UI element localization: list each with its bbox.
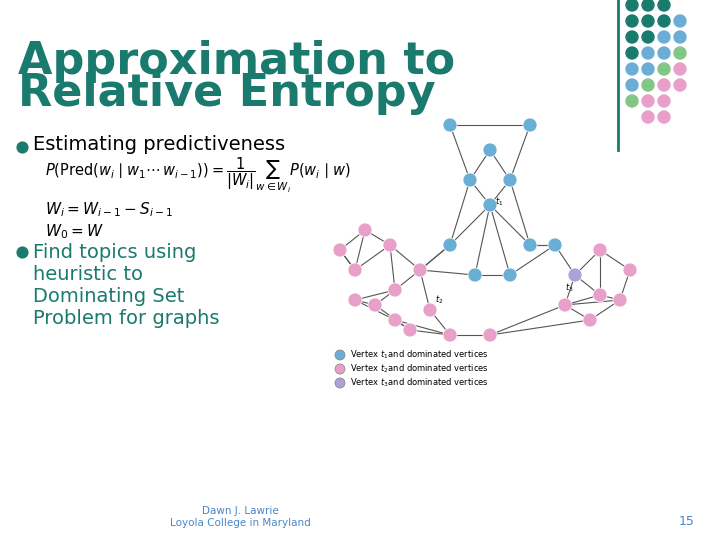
- Circle shape: [626, 95, 638, 107]
- Circle shape: [333, 243, 347, 257]
- Circle shape: [658, 79, 670, 91]
- Circle shape: [658, 111, 670, 123]
- Circle shape: [443, 238, 457, 252]
- Circle shape: [626, 31, 638, 43]
- Circle shape: [348, 263, 362, 277]
- Circle shape: [674, 15, 686, 27]
- Circle shape: [358, 223, 372, 237]
- Text: $W_0 = W$: $W_0 = W$: [45, 222, 104, 241]
- Circle shape: [658, 47, 670, 59]
- Text: Dominating Set: Dominating Set: [33, 287, 184, 306]
- Text: Find topics using: Find topics using: [33, 242, 197, 261]
- Circle shape: [623, 263, 637, 277]
- Text: Vertex $t_3$and dominated vertices: Vertex $t_3$and dominated vertices: [350, 377, 489, 389]
- Circle shape: [674, 47, 686, 59]
- Circle shape: [674, 31, 686, 43]
- Text: $t_2$: $t_2$: [435, 294, 444, 307]
- Point: [17, 248, 28, 256]
- Circle shape: [483, 328, 497, 342]
- Circle shape: [593, 243, 607, 257]
- Circle shape: [468, 268, 482, 282]
- Circle shape: [483, 143, 497, 157]
- Text: $t_3$: $t_3$: [565, 281, 574, 294]
- Circle shape: [368, 298, 382, 312]
- Circle shape: [626, 63, 638, 75]
- Circle shape: [335, 350, 345, 360]
- Circle shape: [483, 198, 497, 212]
- Circle shape: [583, 313, 597, 327]
- Text: Problem for graphs: Problem for graphs: [33, 308, 220, 327]
- Circle shape: [642, 31, 654, 43]
- Circle shape: [658, 63, 670, 75]
- Text: $t_1$: $t_1$: [495, 196, 503, 208]
- Circle shape: [413, 263, 427, 277]
- Text: Vertex $t_1$and dominated vertices: Vertex $t_1$and dominated vertices: [350, 349, 489, 361]
- Circle shape: [443, 118, 457, 132]
- Circle shape: [523, 118, 537, 132]
- Circle shape: [568, 268, 582, 282]
- Text: Relative Entropy: Relative Entropy: [18, 72, 436, 115]
- Circle shape: [613, 293, 627, 307]
- Text: Approximation to: Approximation to: [18, 40, 455, 83]
- Circle shape: [626, 47, 638, 59]
- Circle shape: [403, 323, 417, 337]
- Circle shape: [642, 15, 654, 27]
- Circle shape: [658, 15, 670, 27]
- Point: [17, 143, 28, 151]
- Circle shape: [335, 378, 345, 388]
- Circle shape: [642, 111, 654, 123]
- Circle shape: [503, 268, 517, 282]
- Text: $W_i = W_{i-1} - S_{i-1}$: $W_i = W_{i-1} - S_{i-1}$: [45, 201, 173, 219]
- Circle shape: [658, 95, 670, 107]
- Circle shape: [558, 298, 572, 312]
- Circle shape: [548, 238, 562, 252]
- Circle shape: [463, 173, 477, 187]
- Text: Dawn J. Lawrie
Loyola College in Maryland: Dawn J. Lawrie Loyola College in Marylan…: [170, 507, 310, 528]
- Circle shape: [626, 0, 638, 11]
- Circle shape: [642, 95, 654, 107]
- Text: Vertex $t_2$and dominated vertices: Vertex $t_2$and dominated vertices: [350, 363, 489, 375]
- Circle shape: [523, 238, 537, 252]
- Circle shape: [642, 63, 654, 75]
- Circle shape: [423, 303, 437, 317]
- Circle shape: [335, 364, 345, 374]
- Circle shape: [658, 0, 670, 11]
- Circle shape: [642, 47, 654, 59]
- Circle shape: [642, 79, 654, 91]
- Circle shape: [503, 173, 517, 187]
- Text: 15: 15: [679, 515, 695, 528]
- Text: heuristic to: heuristic to: [33, 265, 143, 284]
- Text: $P(\mathrm{Pred}(w_i\mid w_1\cdots\, w_{i-1}))=\dfrac{1}{|W_i|}\sum_{w\in W_i}P(: $P(\mathrm{Pred}(w_i\mid w_1\cdots\, w_{…: [45, 155, 351, 195]
- Circle shape: [348, 293, 362, 307]
- Circle shape: [626, 15, 638, 27]
- Circle shape: [388, 313, 402, 327]
- Circle shape: [593, 288, 607, 302]
- Circle shape: [626, 79, 638, 91]
- Circle shape: [658, 31, 670, 43]
- Circle shape: [383, 238, 397, 252]
- Circle shape: [674, 63, 686, 75]
- Text: Estimating predictiveness: Estimating predictiveness: [33, 134, 285, 153]
- Circle shape: [388, 283, 402, 297]
- Circle shape: [674, 79, 686, 91]
- Circle shape: [642, 0, 654, 11]
- Circle shape: [443, 328, 457, 342]
